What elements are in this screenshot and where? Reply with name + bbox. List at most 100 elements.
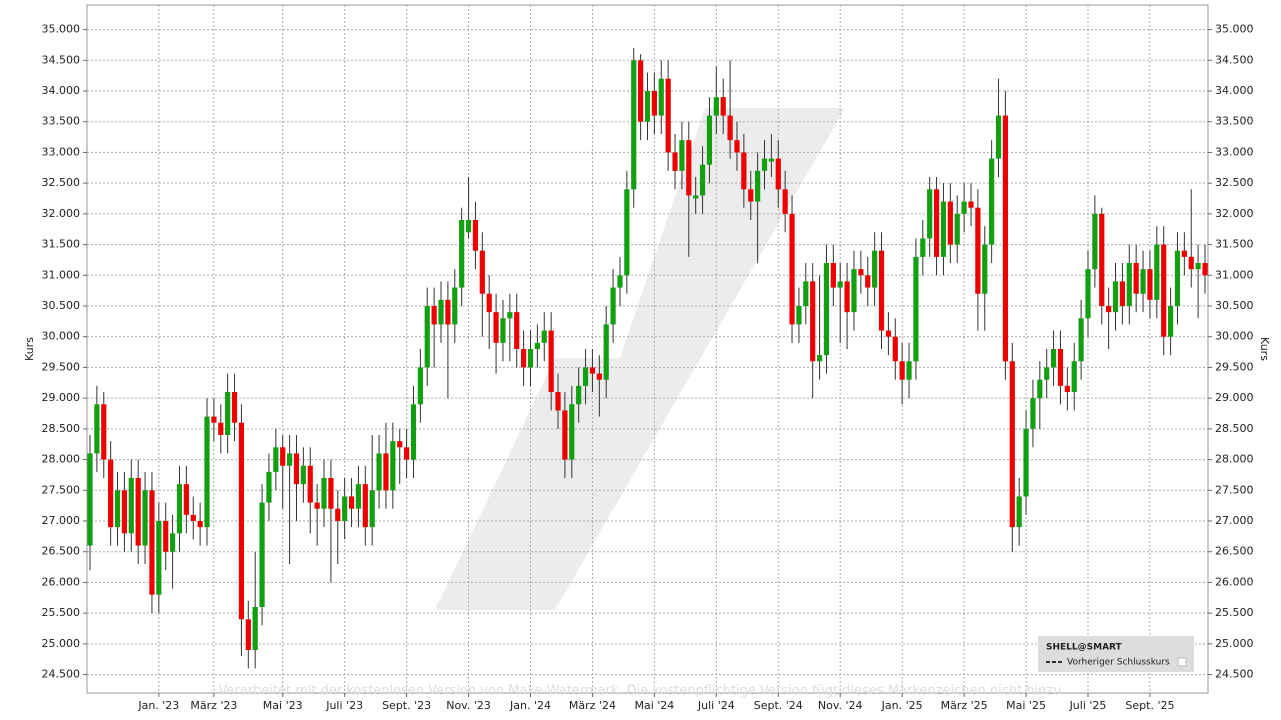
x-tick-label: Sept. '24 — [754, 699, 803, 712]
candle-body — [837, 281, 843, 288]
candle-body — [1023, 428, 1029, 497]
candle-body — [135, 478, 141, 546]
y-tick-label: 33.000 — [42, 145, 81, 158]
candle-body — [920, 238, 926, 257]
candle-body — [142, 490, 148, 546]
candle-body — [995, 115, 1002, 159]
candle-body — [810, 281, 816, 362]
y-tick-label-right: 28.000 — [1215, 453, 1254, 466]
candle-body — [197, 521, 203, 528]
candle-body — [431, 306, 437, 325]
candle-body — [603, 324, 609, 380]
candle-body — [851, 269, 857, 313]
candle-body — [1174, 250, 1181, 306]
y-tick-label: 31.500 — [42, 238, 81, 251]
candle-body — [1092, 213, 1098, 270]
y-tick-label: 32.000 — [42, 207, 81, 220]
y-tick-label: 29.500 — [42, 360, 81, 373]
candle-body — [665, 78, 671, 153]
y-axis-title-right: Kurs — [1258, 337, 1271, 361]
candle-body — [1106, 306, 1112, 313]
candle-body — [672, 152, 678, 171]
candle-body — [1099, 213, 1105, 306]
candle-body — [1030, 398, 1036, 429]
candle-body — [342, 496, 348, 521]
y-tick-label-right: 25.000 — [1215, 637, 1254, 650]
x-tick-label: Sept. '23 — [382, 699, 431, 712]
candle-body — [589, 367, 596, 374]
x-tick-label: Jan. '23 — [137, 699, 179, 712]
x-tick-label: Mai '25 — [1006, 699, 1046, 712]
candle-body — [1188, 256, 1194, 270]
watermark: Verarbeitet mit der kostenlosen Version … — [219, 684, 1062, 699]
candle-body — [975, 207, 981, 294]
candle-body — [156, 521, 162, 595]
x-tick-label: Nov. '23 — [446, 699, 491, 712]
candle-body — [369, 490, 375, 528]
candle-body — [169, 533, 176, 552]
legend-checkbox[interactable] — [1177, 657, 1187, 667]
candle-body — [280, 447, 286, 466]
candle-body — [1037, 379, 1043, 399]
candle-body — [266, 471, 272, 503]
candle-body — [114, 490, 121, 528]
candle-body — [638, 60, 644, 122]
candle-body — [438, 299, 444, 325]
candle-body — [335, 508, 341, 521]
candle-body — [410, 404, 417, 460]
x-tick-label: März '24 — [569, 699, 616, 712]
y-tick-label: 35.000 — [42, 23, 81, 36]
x-tick-label: Jan. '25 — [881, 699, 923, 712]
candle-body — [507, 312, 513, 319]
candle-body — [149, 490, 155, 595]
candle-body — [452, 287, 458, 325]
candle-body — [844, 281, 850, 313]
y-tick-label-right: 28.500 — [1215, 422, 1254, 435]
y-tick-label: 29.000 — [42, 391, 81, 404]
candle-body — [218, 422, 224, 435]
y-tick-label-right: 34.500 — [1215, 53, 1254, 66]
x-tick-label: Mai '23 — [263, 699, 303, 712]
candle-body — [933, 189, 940, 257]
candle-body — [514, 312, 520, 349]
candle-body — [1154, 244, 1160, 300]
candle-body — [362, 484, 368, 528]
candle-body — [527, 349, 534, 368]
y-tick-label-right: 31.000 — [1215, 268, 1254, 281]
candle-body — [1161, 244, 1167, 337]
y-tick-label-right: 29.500 — [1215, 360, 1254, 373]
candle-body — [108, 459, 114, 528]
y-tick-label-right: 32.000 — [1215, 207, 1254, 220]
candle-body — [211, 416, 217, 423]
candle-body — [748, 189, 754, 202]
candle-body — [459, 220, 465, 288]
candle-body — [782, 189, 788, 214]
candle-body — [796, 306, 802, 325]
candle-body — [521, 349, 527, 368]
y-tick-label: 30.500 — [42, 299, 81, 312]
candle-body — [803, 281, 809, 306]
x-tick-label: Sept. '25 — [1125, 699, 1174, 712]
candle-body — [1181, 250, 1187, 257]
candle-body — [906, 361, 912, 380]
candle-body — [631, 60, 637, 190]
y-tick-label-right: 30.500 — [1215, 299, 1254, 312]
candle-body — [885, 330, 891, 337]
candle-body — [644, 91, 651, 122]
x-tick-label: Juli '23 — [325, 699, 363, 712]
candle-body — [1016, 496, 1022, 528]
candle-body — [582, 367, 589, 386]
candle-body — [417, 367, 423, 405]
candle-body — [961, 201, 967, 214]
candle-body — [493, 312, 499, 343]
x-tick-label: Juli '25 — [1069, 699, 1107, 712]
candle-body — [94, 404, 100, 454]
candle-body — [658, 78, 664, 116]
candle-body — [1071, 361, 1077, 392]
candle-body — [1119, 281, 1126, 306]
candle-body — [651, 91, 657, 116]
y-tick-label-right: 26.500 — [1215, 545, 1254, 558]
candle-body — [273, 447, 279, 472]
candle-body — [713, 97, 719, 116]
y-tick-label-right: 29.000 — [1215, 391, 1254, 404]
